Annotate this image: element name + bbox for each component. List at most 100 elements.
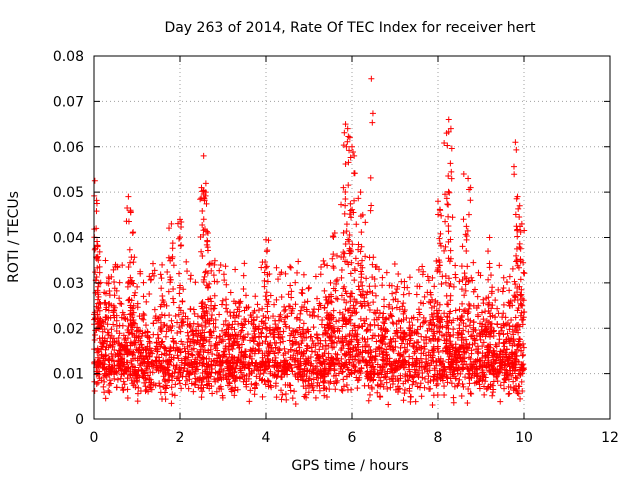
data-point [461,292,468,299]
data-point [105,329,112,336]
data-point [179,315,186,322]
data-point [240,337,247,344]
data-point [379,314,386,321]
data-point [231,339,238,346]
data-point [417,323,424,330]
data-point [142,346,149,353]
data-point [130,352,137,358]
data-point [346,147,353,154]
data-point [116,350,123,357]
data-point [345,340,352,347]
data-point [359,257,366,264]
data-point [372,263,379,270]
data-point [401,386,408,393]
data-point [157,314,164,321]
data-point [441,247,448,254]
data-point [229,331,236,338]
data-point [156,380,163,387]
data-point [519,388,526,395]
data-point [462,323,469,330]
data-point [492,297,499,304]
data-point [467,184,474,191]
data-point [322,327,329,334]
data-point [149,270,156,277]
data-point [452,262,459,269]
data-point [517,245,524,252]
data-point [305,389,312,396]
data-point [445,223,452,230]
data-point [380,310,387,317]
data-point [435,211,442,218]
data-point [447,292,454,299]
data-point [380,357,387,364]
data-point [204,316,211,323]
data-point [96,307,103,314]
data-point [412,360,419,367]
data-point [251,330,258,337]
data-point [107,369,114,376]
data-point [372,292,379,299]
data-point [436,240,443,247]
data-point [147,349,154,356]
data-point [326,324,333,331]
data-point [194,354,201,361]
data-point [347,270,354,277]
data-point [135,333,142,340]
data-point [225,367,232,374]
data-point [261,277,268,284]
data-point [157,319,164,326]
data-point [515,342,522,349]
data-point [208,369,215,376]
data-point [377,377,384,384]
data-point [390,378,397,385]
data-point [340,383,347,390]
data-point [448,359,455,366]
data-point [427,377,434,384]
data-point [171,392,178,399]
data-point [158,275,165,282]
data-point [132,289,139,296]
data-point [127,302,134,309]
data-point [333,278,340,285]
data-point [276,346,283,353]
data-point [520,259,527,266]
data-point [268,345,275,352]
data-point [489,284,496,291]
data-point [500,274,507,281]
data-point [252,293,259,300]
data-point [327,365,334,372]
x-axis-ticks: 0 2 4 6 8 10 12 [90,56,619,446]
data-point [511,171,518,178]
data-point [286,337,293,344]
data-point [102,306,109,313]
data-point [366,283,373,290]
data-point [134,304,141,311]
data-point [175,311,182,318]
data-point [392,330,399,337]
data-point [520,297,527,304]
data-point [358,243,365,250]
data-point [91,246,98,253]
data-point [502,366,509,373]
data-point [321,360,328,367]
data-point [418,393,425,400]
data-point [465,301,472,308]
data-point [265,298,272,305]
data-point [117,360,124,367]
data-point [206,321,213,328]
data-point [487,333,494,340]
data-point [102,370,109,377]
data-point [238,352,245,359]
data-point [474,293,481,300]
data-point [379,282,386,289]
data-point [322,337,329,344]
data-point [317,340,324,347]
data-point [345,133,352,140]
data-point [465,211,472,218]
data-point [478,309,485,316]
data-point [226,321,233,328]
data-point [271,350,278,357]
data-point [505,299,512,306]
data-point [261,361,268,368]
data-point [282,357,289,364]
